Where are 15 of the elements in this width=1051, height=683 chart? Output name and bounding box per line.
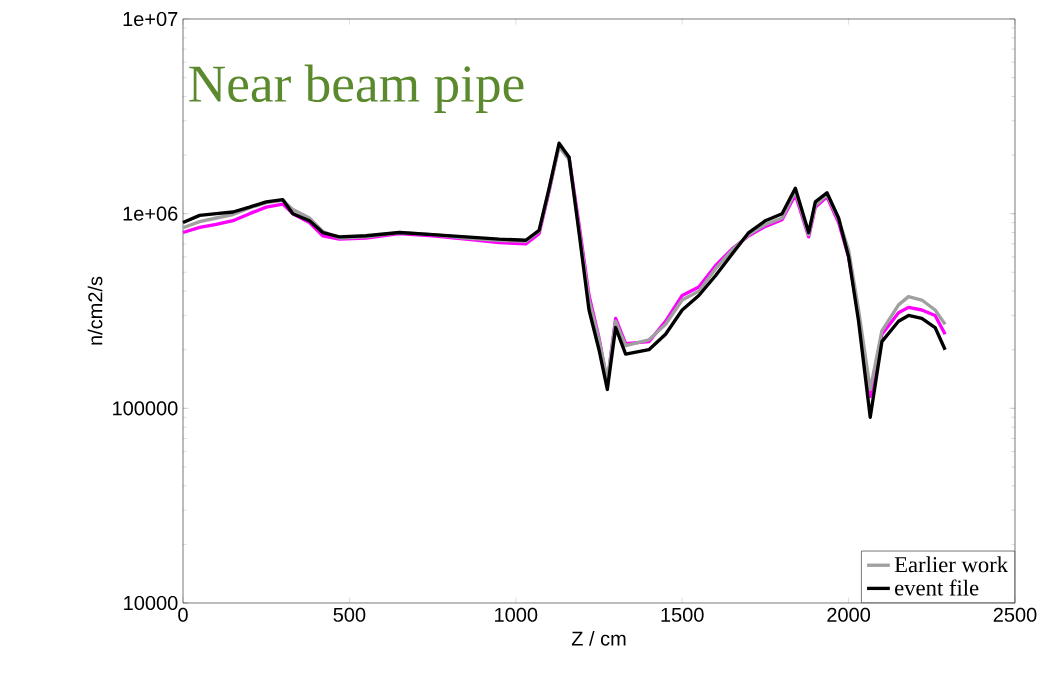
x-tick-label: 1500 <box>661 607 704 622</box>
y-tick-label: 1e+07 <box>123 11 178 27</box>
x-tick-label: 2500 <box>993 607 1037 622</box>
y-tick-label: 1e+06 <box>123 206 178 221</box>
y-axis-title: n/cm2/s <box>87 276 103 345</box>
legend-label: Earlier work <box>894 556 1009 573</box>
text: Near beam pipe <box>189 64 524 113</box>
y-tick-label: 10000 <box>124 595 178 611</box>
x-tick-label: 2000 <box>827 607 871 622</box>
x-tick-label: 0 <box>178 607 188 622</box>
x-tick-label: 1000 <box>495 607 538 622</box>
legend-label: event file <box>895 579 979 596</box>
y-tick-label: 100000 <box>113 401 178 416</box>
x-tick-label: 500 <box>333 607 366 622</box>
x-axis-title: Z / cm <box>571 631 626 646</box>
